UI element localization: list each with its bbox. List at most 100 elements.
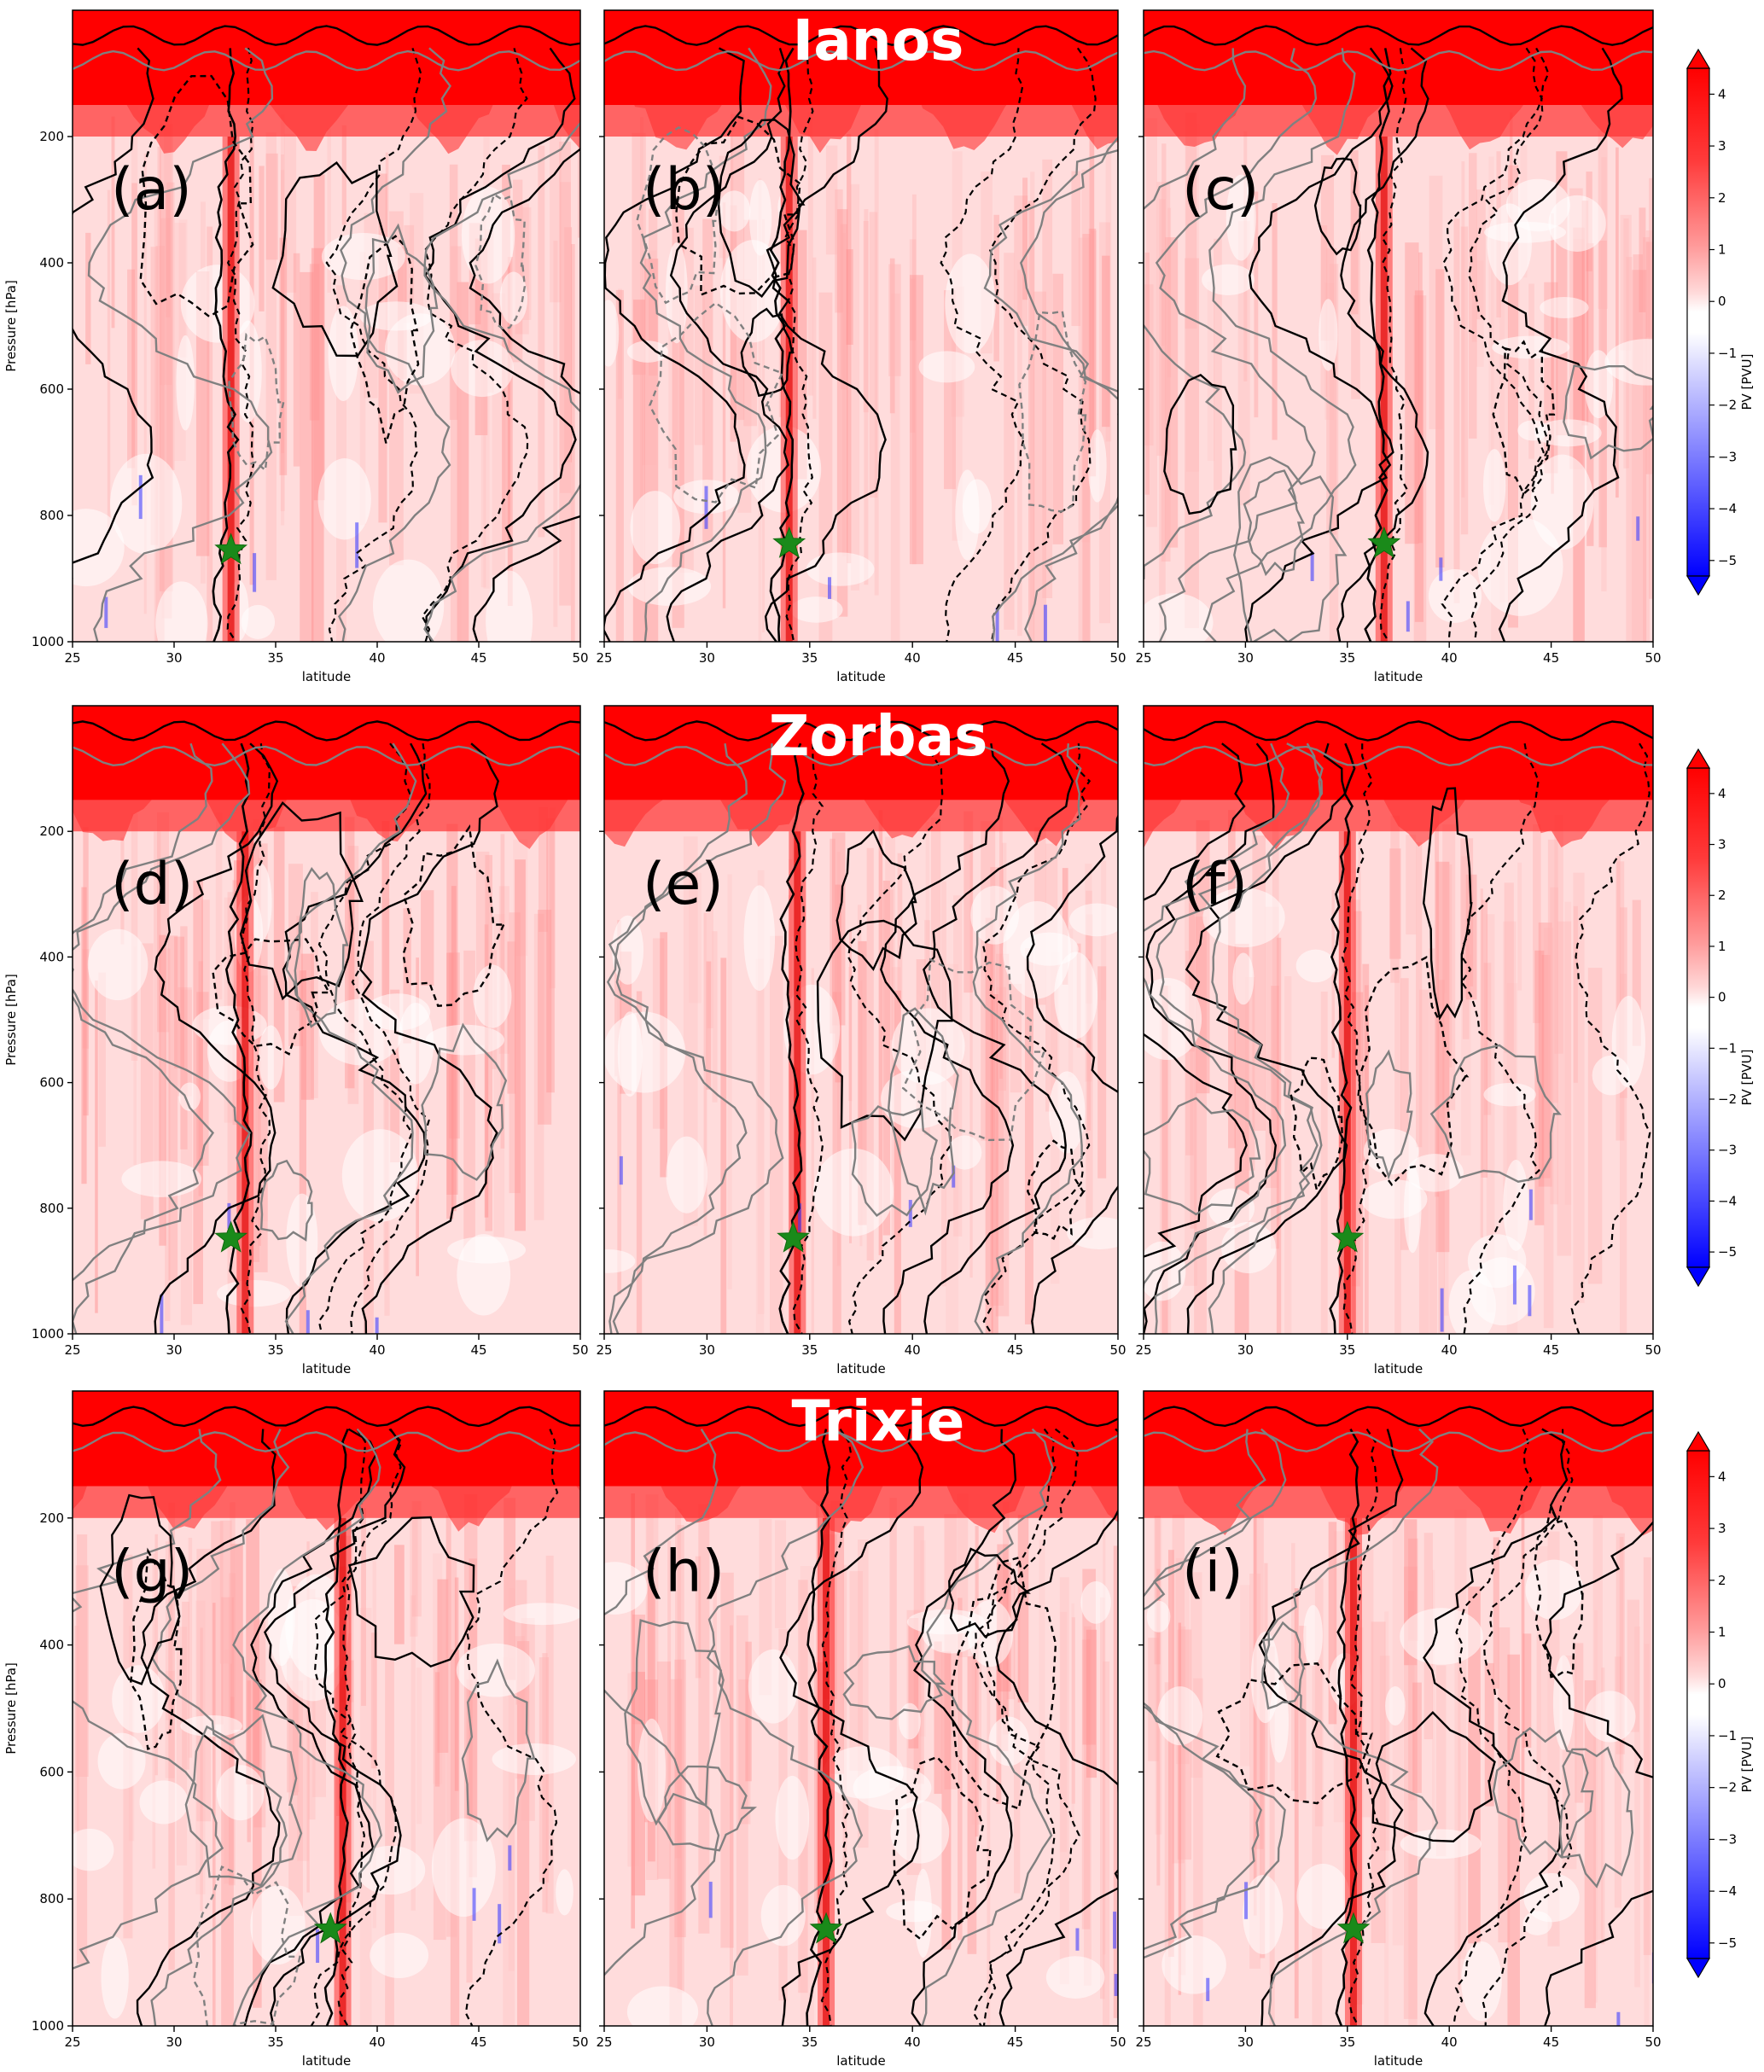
axes-frame	[1143, 9, 1654, 643]
pv-streak	[1148, 1638, 1159, 1761]
contour-closed-gray	[259, 1159, 313, 1242]
pv-streak	[1538, 923, 1552, 1187]
panel-d: 25 30 35 40 45 50 latitude 200 400 600 800 1000 Pres…	[3, 705, 589, 1376]
contours	[1144, 25, 1653, 642]
pv-white-patch	[258, 1025, 284, 1090]
pv-streak	[632, 132, 646, 375]
y-tick-label: 200	[39, 824, 64, 839]
y-tick-label: 600	[39, 1764, 64, 1779]
contour-closed-gray	[1018, 310, 1087, 513]
pv-streak	[1097, 966, 1107, 1179]
pv-white-patch	[1080, 1580, 1111, 1624]
panel-label: (d)	[111, 851, 193, 918]
pv-streak	[247, 1680, 251, 1842]
pv-streak	[1179, 1626, 1186, 1976]
pv-streak	[421, 890, 434, 986]
pv-streak	[857, 905, 862, 1222]
pv-streak	[1033, 291, 1046, 642]
pv-streak	[1099, 222, 1111, 624]
pv-white-patch	[364, 993, 431, 1031]
contour-closed-gray	[649, 301, 784, 503]
pv-stratosphere	[1144, 10, 1653, 105]
pv-negative-streak	[1310, 551, 1314, 581]
pv-streak	[1155, 1518, 1162, 1835]
pv-negative-streak	[316, 1929, 320, 1964]
pv-white-patch	[178, 1082, 201, 1111]
contour-closed	[1422, 787, 1473, 1021]
contour-closed	[1534, 1505, 1584, 1679]
contour-gray	[1154, 742, 1324, 1334]
contours	[604, 25, 1118, 642]
pv-white-patch	[1208, 1188, 1255, 1229]
x-tick-label: 25	[1135, 650, 1151, 666]
x-tick-label: 35	[801, 2034, 818, 2050]
pv-white-patch	[250, 1885, 306, 1965]
pv-streak	[1541, 954, 1551, 1179]
pv-white-patch	[176, 335, 195, 431]
pv-column-core	[242, 831, 249, 1334]
pv-streak	[503, 1657, 515, 2026]
pv-streak	[720, 957, 727, 1334]
panel-label: (i)	[1182, 1538, 1243, 1605]
pv-negative-streak	[1244, 1882, 1249, 1919]
pv-white-patch	[241, 604, 276, 639]
pv-streak	[646, 1517, 654, 1797]
colorbar-tick-label: −2	[1718, 1091, 1737, 1107]
colorbar-tick-label: 2	[1718, 888, 1726, 903]
pv-streak	[698, 1504, 710, 1934]
pv-streak	[246, 1519, 259, 1784]
pv-streak	[75, 1565, 89, 1777]
pv-streak	[1408, 1590, 1415, 1801]
panel-label: (g)	[111, 1538, 193, 1605]
x-tick-label: 30	[1237, 1342, 1254, 1358]
pv-streak	[1253, 1514, 1257, 1916]
storm-center-star	[809, 1912, 843, 1944]
pv-streak	[1060, 1611, 1068, 1853]
storm-center-star	[214, 1220, 248, 1253]
colorbar-extend-min	[1685, 575, 1711, 597]
pv-streak	[1028, 201, 1035, 642]
pv-streak	[1167, 1550, 1174, 1958]
pv-white-patch	[121, 1161, 202, 1197]
contour-closed-gray	[1563, 364, 1653, 460]
pv-streak	[1245, 977, 1255, 1171]
pv-streak	[1460, 226, 1469, 535]
pv-streak	[1634, 1627, 1640, 1988]
storm-title: Trixie	[792, 1388, 965, 1454]
pv-streak	[807, 112, 813, 396]
pv-streak	[849, 1571, 864, 1771]
contour-stratosphere	[604, 49, 1118, 72]
pv-streak	[1103, 1519, 1106, 1955]
pv-streak	[636, 991, 643, 1334]
pv-streak	[74, 1626, 79, 1830]
pv-streak	[1071, 1603, 1075, 1825]
contour-gray	[606, 743, 787, 1334]
pv-streak	[835, 884, 841, 1083]
pv-white-patch	[922, 1614, 980, 1654]
pv-white-patch	[1487, 203, 1532, 286]
pv-band-lower	[1144, 800, 1653, 832]
panel-i: 25 30 35 40 45 50 latitude (i)	[1135, 1390, 1662, 2069]
pv-streak	[550, 807, 556, 989]
colorbar-tick-label: 3	[1718, 138, 1726, 154]
pv-streak	[253, 1679, 262, 2008]
colorbar-tick-label: −5	[1718, 553, 1737, 568]
pv-streak	[410, 1510, 418, 1637]
pv-white-patch	[139, 1780, 189, 1825]
pv-streak	[1616, 855, 1621, 1069]
contour-closed	[349, 235, 420, 444]
pv-streak	[542, 1653, 548, 1912]
pv-streak	[706, 961, 712, 1090]
pv-streak	[182, 1601, 189, 1770]
contour-gray	[73, 742, 251, 1334]
contour-stratosphere	[73, 25, 580, 46]
contour-closed-gray	[624, 1619, 725, 1826]
contour-black-dashed	[350, 743, 431, 1334]
contour-black-dashed	[988, 47, 1097, 642]
pv-white-patch	[1406, 1154, 1464, 1192]
pv-streak	[996, 987, 1006, 1091]
pv-white-patch	[1552, 1655, 1575, 1750]
contour-black-dashed	[1453, 1429, 1533, 2026]
pv-white-patch	[357, 1845, 426, 1895]
